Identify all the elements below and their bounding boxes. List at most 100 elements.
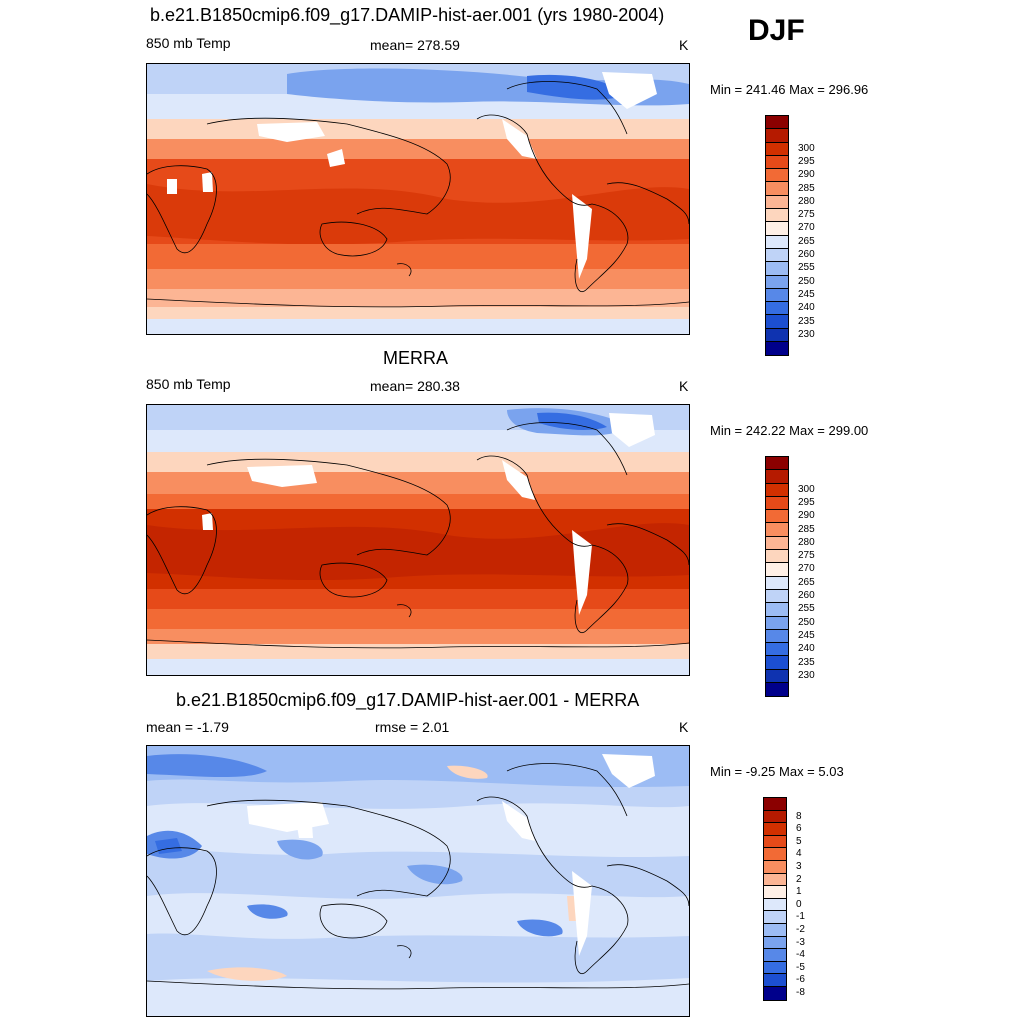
colorbar-swatch [764,886,786,899]
colorbar-swatch [766,302,788,316]
colorbar-swatch [766,576,788,590]
colorbar-swatch [764,923,786,937]
colorbar-swatch [766,315,788,329]
colorbar-swatch [766,222,788,236]
colorbar-tick-label: 245 [798,288,815,300]
panel-1-minmax: Min = 241.46 Max = 296.96 [710,82,869,97]
colorbar-tick-label: 5 [796,835,802,847]
panel-2-units-label: K [679,378,689,394]
colorbar-swatch [766,262,788,276]
colorbar-swatch [764,798,786,811]
colorbar-swatch [764,810,786,824]
colorbar-swatch [766,470,788,484]
colorbar-tick-label: 4 [796,848,802,860]
colorbar-swatch [764,949,786,962]
colorbar-swatch [766,563,788,577]
colorbar-tick-label: -2 [796,924,805,935]
colorbar-tick-label: 0 [796,898,802,910]
colorbar-swatch [766,195,788,210]
colorbar-swatch [766,616,788,630]
colorbar-tick-label: 285 [798,523,815,535]
colorbar-swatch [764,835,786,849]
colorbar-tick-label: 295 [798,496,815,508]
panel-3-units-label: K [679,719,689,735]
colorbar-tick-label: 240 [798,302,815,314]
colorbar-swatch [766,643,788,657]
colorbar-swatch [766,116,788,130]
colorbar-swatch [764,911,786,924]
panel-1-variable-label: 850 mb Temp [146,35,231,51]
colorbar-tick-label: 230 [798,328,815,340]
colorbar-tick-label: 285 [798,182,815,194]
colorbar-swatch [766,656,788,670]
panel-3-colorbar-swatches [764,798,786,1000]
colorbar-swatch [766,182,788,196]
colorbar-swatch [766,142,788,156]
colorbar-tick-label: 290 [798,169,815,181]
colorbar-swatch [766,288,788,303]
colorbar-tick-label: 1 [796,886,802,898]
colorbar-tick-label: 260 [798,249,815,260]
colorbar-swatch [764,936,786,950]
colorbar-tick-label: -5 [796,961,805,973]
colorbar-swatch [764,961,786,975]
colorbar-swatch [766,342,788,356]
colorbar-tick-label: 6 [796,823,802,835]
colorbar-tick-label: 295 [798,155,815,167]
panel-2-colorbar-swatches [766,457,788,697]
colorbar-tick-label: 300 [798,142,815,154]
colorbar-tick-label: -8 [796,987,805,998]
panel-1-map [146,63,690,335]
colorbar-tick-label: 275 [798,550,815,562]
colorbar-swatch [764,898,786,912]
colorbar-swatch [764,986,786,1000]
colorbar-swatch [764,873,786,887]
colorbar-swatch [764,848,786,861]
colorbar-tick-label: 255 [798,603,815,615]
colorbar-tick-label: -6 [796,974,805,986]
colorbar-tick-label: 235 [798,656,815,668]
colorbar-swatch [766,275,788,289]
panel-2-variable-label: 850 mb Temp [146,376,231,392]
panel-3-colorbar [763,797,787,1001]
colorbar-swatch [766,496,788,511]
panel-3-minmax: Min = -9.25 Max = 5.03 [710,764,844,779]
colorbar-tick-label: 8 [796,810,802,822]
colorbar-tick-label: 270 [798,563,815,575]
colorbar-swatch [766,536,788,551]
panel-2-title: MERRA [383,348,449,368]
colorbar-tick-label: 270 [798,222,815,234]
colorbar-tick-label: 280 [798,536,815,548]
panel-3-rmse-label: rmse = 2.01 [375,719,450,735]
colorbar-tick-label: 235 [798,315,815,327]
colorbar-tick-label: 275 [798,209,815,221]
colorbar-tick-label: 255 [798,262,815,274]
panel-2-mean-label: mean= 280.38 [370,378,460,394]
colorbar-swatch [766,589,788,604]
colorbar-tick-label: 300 [798,483,815,495]
colorbar-tick-label: 250 [798,616,815,628]
panel-3-map [146,745,690,1017]
season-label: DJF [748,14,805,47]
colorbar-swatch [766,603,788,617]
panel-1-units-label: K [679,37,689,53]
colorbar-swatch [766,669,788,684]
colorbar-tick-label: 250 [798,275,815,287]
colorbar-swatch [766,155,788,170]
panel-1-colorbar-swatches [766,116,788,356]
colorbar-swatch [766,550,788,564]
panel-2-minmax: Min = 242.22 Max = 299.00 [710,423,869,438]
colorbar-tick-label: 230 [798,669,815,681]
panel-1-title: b.e21.B1850cmip6.f09_g17.DAMIP-hist-aer.… [150,5,665,25]
colorbar-tick-label: 265 [798,235,815,247]
colorbar-tick-label: 240 [798,643,815,655]
colorbar-swatch [766,328,788,343]
colorbar-tick-label: 245 [798,629,815,641]
panel-1-colorbar [765,115,789,357]
panel-3-mean-label: mean = -1.79 [146,719,229,735]
colorbar-swatch [764,860,786,874]
colorbar-tick-label: 280 [798,195,815,207]
colorbar-swatch [766,209,788,223]
panel-3-title: b.e21.B1850cmip6.f09_g17.DAMIP-hist-aer.… [176,690,640,710]
colorbar-swatch [766,169,788,183]
